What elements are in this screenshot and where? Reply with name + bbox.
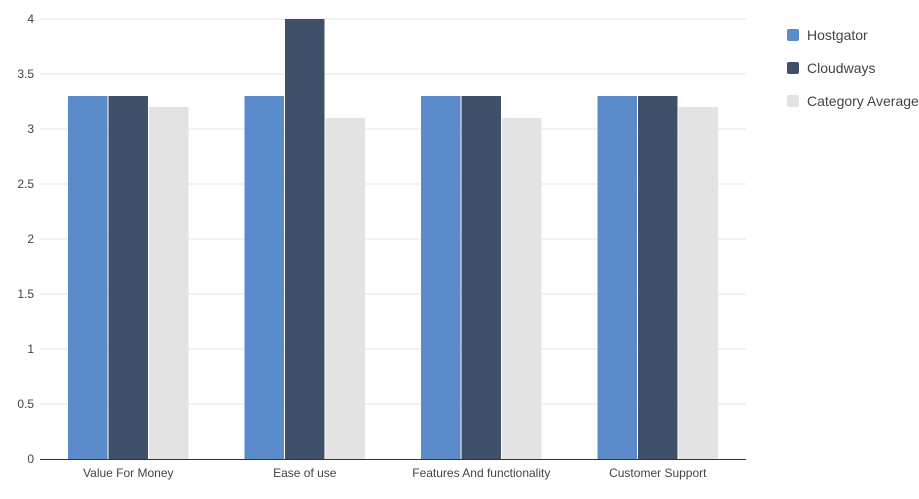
bar-category-average-customer-support[interactable] (678, 107, 719, 459)
y-tick-label: 1.5 (17, 287, 34, 301)
bar-cloudways-features-and-functionality[interactable] (461, 96, 502, 459)
bar-category-average-value-for-money[interactable] (149, 107, 189, 459)
bar-cloudways-customer-support[interactable] (638, 96, 678, 459)
x-category-label-features-and-functionality: Features And functionality (412, 466, 550, 480)
legend-item-hostgator[interactable]: Hostgator (787, 18, 919, 51)
bar-cloudways-value-for-money[interactable] (108, 96, 149, 459)
bar-category-average-ease-of-use[interactable] (325, 118, 366, 459)
y-axis-ticks: 0 0.5 1 1.5 2 2.5 3 3.5 4 (17, 12, 34, 466)
y-tick-label: 0.5 (17, 397, 34, 411)
legend-label-category-average: Category Average (807, 92, 919, 109)
legend-item-cloudways[interactable]: Cloudways (787, 51, 919, 84)
y-tick-label: 2 (27, 232, 34, 246)
y-tick-label: 2.5 (17, 177, 34, 191)
legend-swatch-category-average (787, 94, 799, 107)
legend-label-hostgator: Hostgator (807, 26, 868, 43)
y-tick-label: 1 (27, 342, 34, 356)
y-tick-label: 4 (27, 12, 34, 26)
legend-swatch-cloudways (787, 61, 799, 74)
x-axis-category-labels: Value For Money Ease of use Features And f… (83, 466, 707, 480)
y-tick-label: 0 (27, 452, 34, 466)
legend-item-category-average[interactable]: Category Average (787, 84, 919, 117)
y-tick-label: 3 (27, 122, 34, 136)
bar-hostgator-features-and-functionality[interactable] (421, 96, 461, 459)
x-category-label-ease-of-use: Ease of use (273, 466, 337, 480)
bar-cloudways-ease-of-use[interactable] (285, 19, 325, 459)
legend-label-cloudways: Cloudways (807, 59, 876, 76)
legend: Hostgator Cloudways Category Average (787, 18, 919, 117)
bar-hostgator-value-for-money[interactable] (68, 96, 108, 459)
bar-category-average-features-and-functionality[interactable] (502, 118, 542, 459)
x-category-label-customer-support: Customer Support (609, 466, 707, 480)
bars (68, 19, 718, 459)
y-tick-label: 3.5 (17, 67, 34, 81)
x-category-label-value-for-money: Value For Money (83, 466, 174, 480)
bar-hostgator-customer-support[interactable] (597, 96, 638, 459)
bar-hostgator-ease-of-use[interactable] (244, 96, 285, 459)
legend-swatch-hostgator (787, 28, 799, 41)
